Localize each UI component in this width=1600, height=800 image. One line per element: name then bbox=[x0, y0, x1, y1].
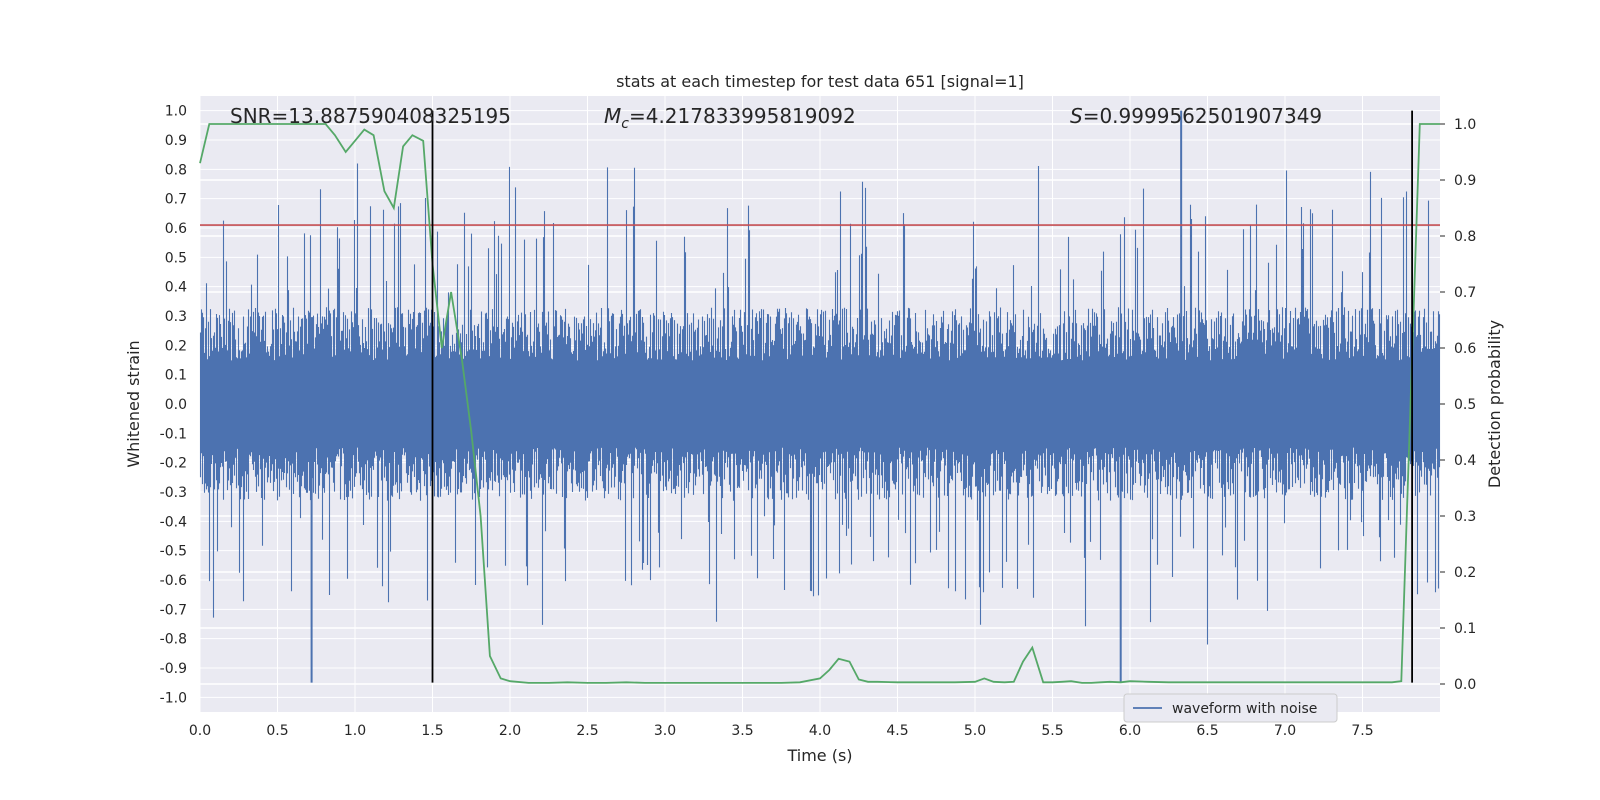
y-tick-label: -0.5 bbox=[160, 544, 187, 560]
y-tick-label: 0.3 bbox=[165, 309, 187, 325]
tick-labels: 0.0 0.5 1.0 1.5 2.0 2.5 3.0 3.5 4.0 4.5 5.0 5.5 6.0 6… bbox=[160, 104, 1477, 739]
x-tick-label: 3.5 bbox=[731, 723, 753, 739]
x-tick-label: 2.5 bbox=[576, 723, 598, 739]
legend: waveform with noise bbox=[1123, 693, 1338, 723]
waveform-trace bbox=[199, 163, 1441, 645]
x-tick-label: 0.0 bbox=[189, 723, 211, 739]
probability-line bbox=[199, 123, 1440, 684]
y-tick-label: 0.1 bbox=[165, 368, 187, 384]
legend-label: waveform with noise bbox=[1172, 701, 1317, 717]
y-tick-label: 0.6 bbox=[165, 221, 187, 237]
x-tick-label: 1.5 bbox=[421, 723, 443, 739]
x-tick-label: 4.5 bbox=[886, 723, 908, 739]
y2-axis-label: Detection probability bbox=[1485, 320, 1504, 488]
score-symbol: S bbox=[1070, 104, 1083, 128]
x-tick-label: 6.0 bbox=[1119, 723, 1141, 739]
y-tick-label: 0.8 bbox=[165, 162, 187, 178]
y2-tick-label: 0.3 bbox=[1454, 509, 1476, 525]
y-tick-label: 1.0 bbox=[165, 104, 187, 120]
event-lines bbox=[431, 110, 1413, 683]
chirp-mass-annotation: Mc=4.217833995819092 bbox=[604, 104, 856, 132]
chart-title: stats at each timestep for test data 651… bbox=[616, 72, 1024, 91]
x-tick-label: 0.5 bbox=[266, 723, 288, 739]
chirp-mass-value: =4.217833995819092 bbox=[629, 104, 856, 128]
chirp-mass-subscript: c bbox=[621, 116, 629, 132]
x-tick-label: 5.0 bbox=[964, 723, 986, 739]
y2-tick-label: 0.7 bbox=[1454, 285, 1476, 301]
snr-annotation: SNR=13.887590408325195 bbox=[230, 104, 511, 128]
x-tick-label: 5.5 bbox=[1041, 723, 1063, 739]
chirp-mass-symbol: M bbox=[604, 104, 621, 128]
y-tick-label: 0.9 bbox=[165, 133, 187, 149]
y-tick-label: 0.0 bbox=[165, 397, 187, 413]
x-tick-label: 1.0 bbox=[344, 723, 366, 739]
x-tick-label: 2.0 bbox=[499, 723, 521, 739]
score-value: =0.9999562501907349 bbox=[1083, 104, 1322, 128]
waveform-series bbox=[199, 110, 1441, 683]
x-tick-label: 3.0 bbox=[654, 723, 676, 739]
y2-tick-label: 1.0 bbox=[1454, 117, 1476, 133]
score-annotation: S=0.9999562501907349 bbox=[1070, 104, 1322, 128]
y2-tick-label: 0.6 bbox=[1454, 341, 1476, 357]
x-tick-label: 7.5 bbox=[1351, 723, 1373, 739]
probability-series bbox=[199, 123, 1440, 684]
y-tick-label: -1.0 bbox=[160, 690, 187, 706]
y2-tick-label: 0.1 bbox=[1454, 621, 1476, 637]
legend-box bbox=[1123, 693, 1338, 723]
y2-tick-label: 0.0 bbox=[1454, 677, 1476, 693]
y2-tick-label: 0.5 bbox=[1454, 397, 1476, 413]
y-axis-label: Whitened strain bbox=[124, 340, 143, 467]
x-tick-label: 6.5 bbox=[1196, 723, 1218, 739]
y-tick-label: -0.9 bbox=[160, 661, 187, 677]
y-tick-label: 0.4 bbox=[165, 280, 187, 296]
y-tick-label: -0.4 bbox=[160, 514, 187, 530]
y-tick-label: 0.5 bbox=[165, 250, 187, 266]
y-tick-label: -0.3 bbox=[160, 485, 187, 501]
y-tick-label: -0.2 bbox=[160, 456, 187, 472]
y-tick-label: 0.7 bbox=[165, 192, 187, 208]
y2-tick-label: 0.9 bbox=[1454, 173, 1476, 189]
y2-tick-label: 0.8 bbox=[1454, 229, 1476, 245]
y-tick-label: 0.2 bbox=[165, 338, 187, 354]
y2-tick-label: 0.4 bbox=[1454, 453, 1476, 469]
y-tick-label: -0.7 bbox=[160, 602, 187, 618]
y2-tick-label: 0.2 bbox=[1454, 565, 1476, 581]
x-tick-label: 7.0 bbox=[1274, 723, 1296, 739]
y-tick-label: -0.1 bbox=[160, 426, 187, 442]
x-tick-label: 4.0 bbox=[809, 723, 831, 739]
y-tick-label: -0.6 bbox=[160, 573, 187, 589]
x-axis-label: Time (s) bbox=[786, 746, 852, 765]
y-tick-label: -0.8 bbox=[160, 632, 187, 648]
